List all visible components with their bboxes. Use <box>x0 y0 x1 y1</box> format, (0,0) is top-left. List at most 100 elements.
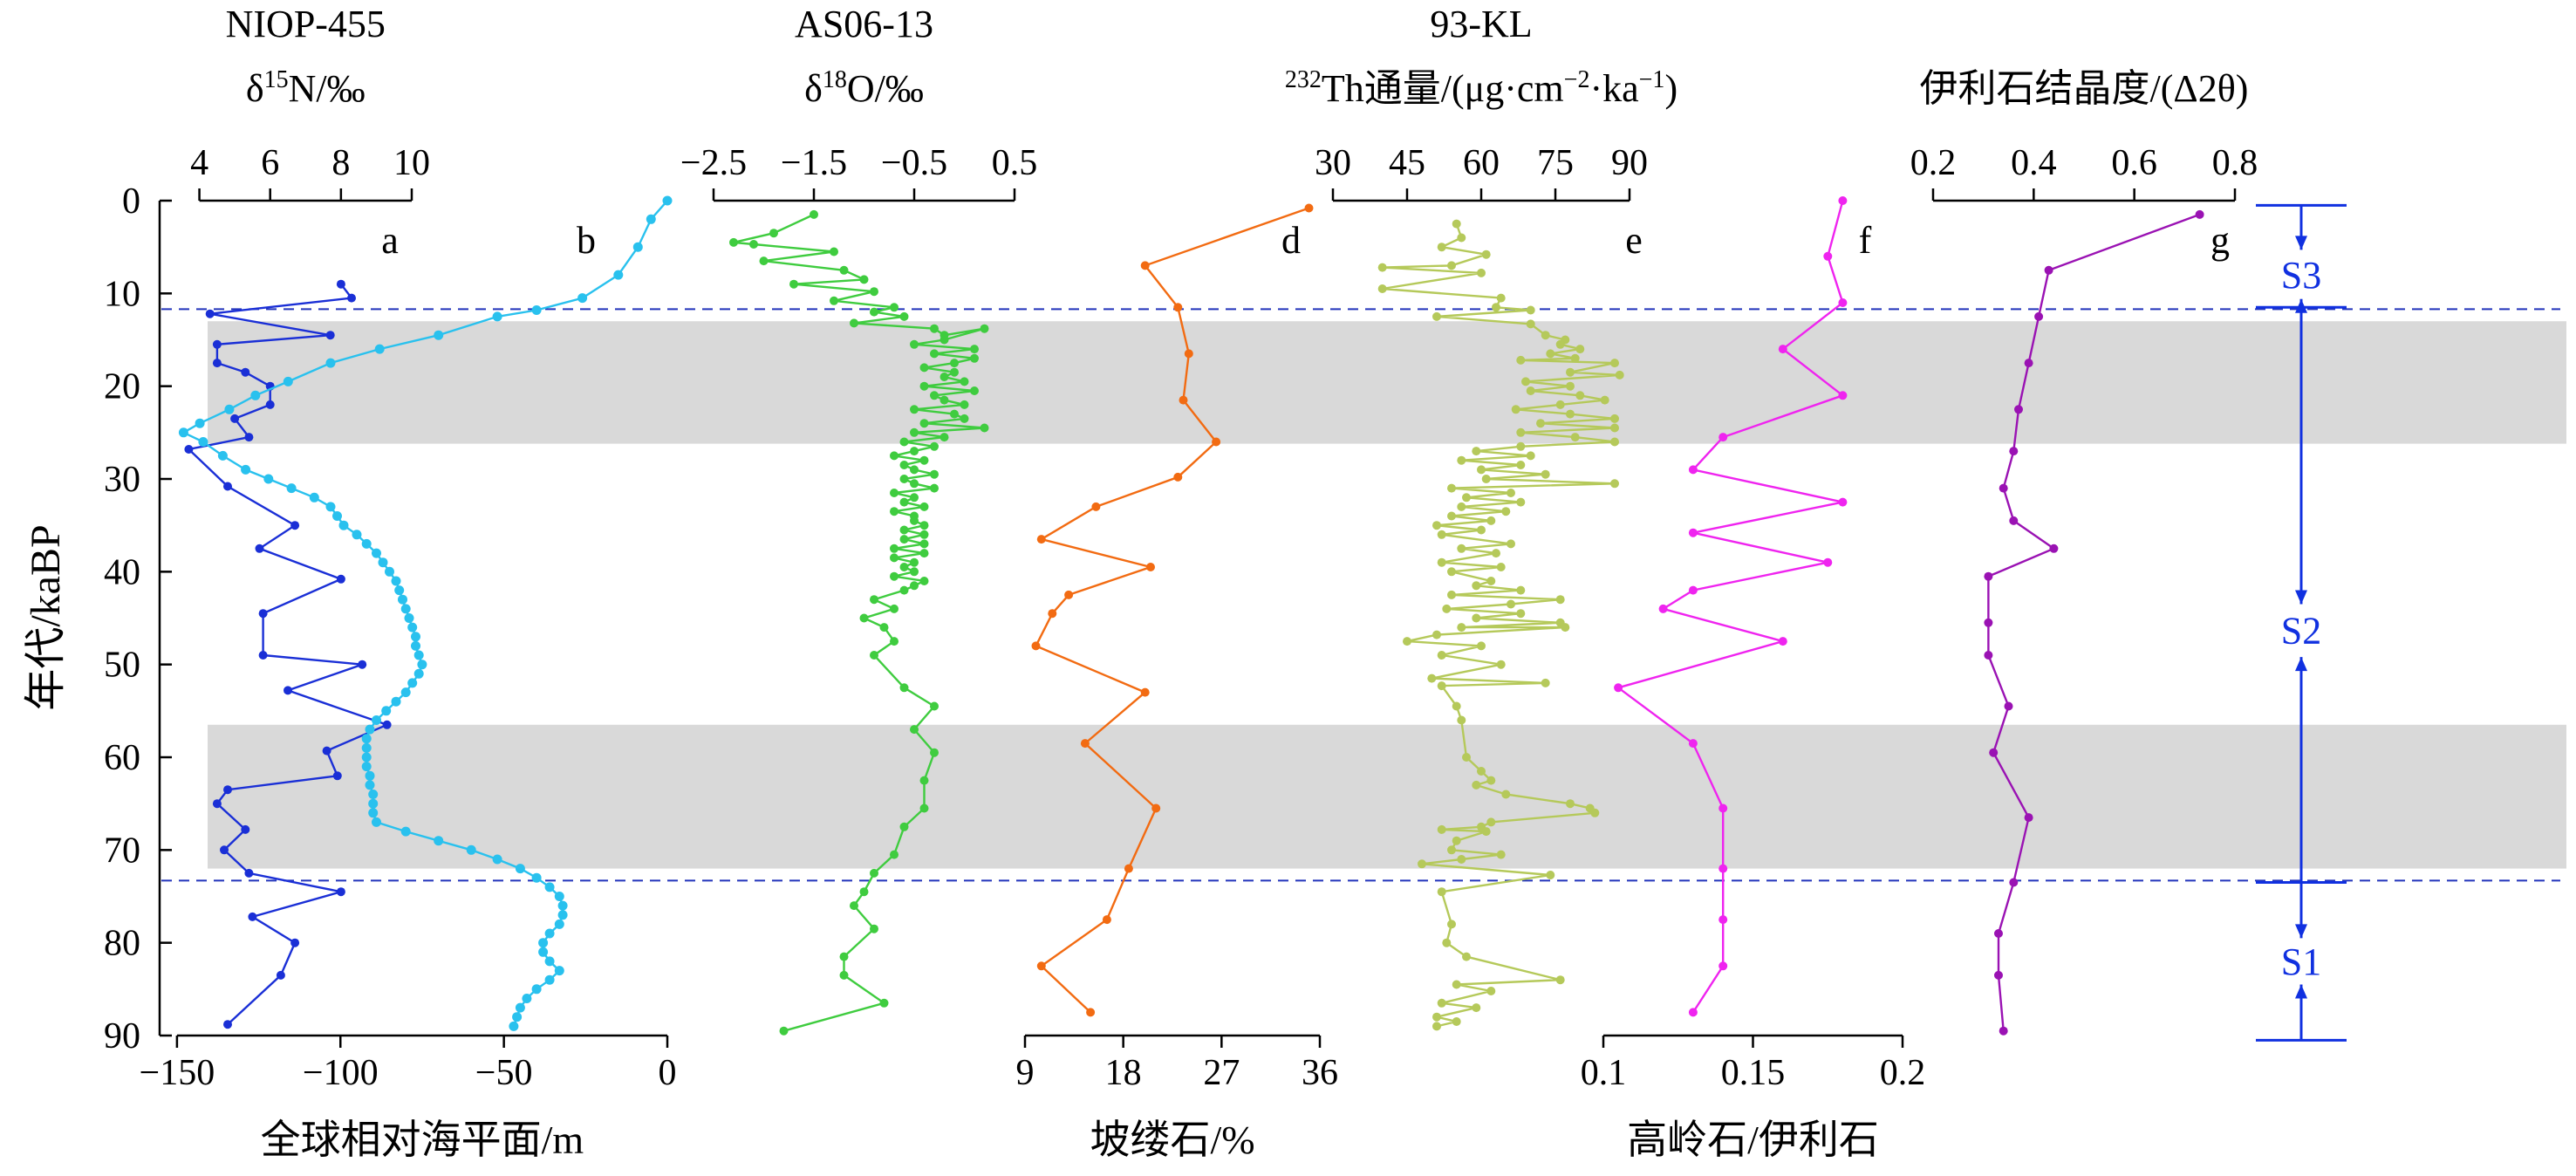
data-point-c <box>879 623 889 632</box>
data-point-c <box>910 447 919 456</box>
data-point-e <box>1462 493 1471 503</box>
data-point-e <box>1541 469 1550 479</box>
data-point-b <box>361 538 372 549</box>
data-point-e <box>1566 381 1575 391</box>
data-point-a <box>284 686 292 695</box>
x-tick-label-e: 75 <box>1537 143 1574 183</box>
data-point-c <box>919 549 929 558</box>
data-point-b <box>378 557 388 568</box>
data-point-f <box>1778 637 1787 646</box>
data-point-e <box>1481 250 1491 259</box>
data-point-b <box>577 293 588 304</box>
data-point-d <box>1031 641 1041 651</box>
data-point-f <box>1838 497 1848 507</box>
data-point-e <box>1403 637 1411 646</box>
data-point-c <box>890 303 899 312</box>
data-point-c <box>729 237 738 247</box>
data-point-g <box>2044 265 2053 275</box>
data-point-e <box>1507 539 1515 549</box>
data-point-a <box>223 1020 232 1029</box>
data-point-d <box>1086 1008 1096 1017</box>
data-point-e <box>1521 377 1530 386</box>
data-point-b <box>509 1021 519 1031</box>
data-point-b <box>338 520 349 530</box>
panel-b: −150 −100 −50 0 全球相对海平面/m b <box>140 195 677 1162</box>
data-point-c <box>919 419 929 428</box>
data-point-e <box>1492 303 1500 312</box>
data-point-c <box>919 455 929 465</box>
data-point-f <box>1718 961 1728 971</box>
data-point-c <box>910 405 919 414</box>
data-point-g <box>1989 748 1999 757</box>
x-tick-label-f: 0.2 <box>1880 1053 1926 1093</box>
data-point-g <box>2009 878 2019 887</box>
data-point-d <box>1179 395 1188 405</box>
data-point-e <box>1501 790 1511 799</box>
data-point-b <box>283 376 293 386</box>
data-point-a <box>205 309 215 318</box>
data-point-c <box>830 296 838 305</box>
data-point-b <box>538 938 549 948</box>
data-point-g <box>2195 209 2204 219</box>
data-point-b <box>411 640 420 651</box>
data-point-c <box>950 367 959 377</box>
data-point-b <box>400 826 411 837</box>
data-point-a <box>322 746 331 756</box>
data-point-a <box>212 339 222 349</box>
data-point-e <box>1507 489 1515 497</box>
data-point-b <box>372 715 381 725</box>
data-point-b <box>352 530 362 540</box>
data-point-e <box>1472 581 1481 591</box>
data-point-c <box>930 349 939 359</box>
data-point-b <box>309 492 319 503</box>
data-point-a <box>241 824 250 834</box>
data-point-c <box>870 924 878 933</box>
data-point-c <box>899 497 909 507</box>
data-point-c <box>910 516 919 525</box>
data-point-c <box>769 229 778 238</box>
panel-letter-d: d <box>1281 219 1301 262</box>
data-point-b <box>557 910 568 920</box>
data-point-e <box>1452 836 1461 845</box>
data-point-b <box>544 882 555 892</box>
x-axis-label-c: δ18O/‰ <box>804 66 924 110</box>
data-point-f <box>1718 864 1728 873</box>
data-point-b <box>325 358 336 368</box>
data-point-c <box>930 701 939 711</box>
x-tick-label-g: 0.8 <box>2212 143 2258 183</box>
data-point-b <box>374 344 385 354</box>
data-point-f <box>1718 433 1728 442</box>
data-point-b <box>400 604 411 614</box>
data-point-a <box>290 938 300 947</box>
data-point-e <box>1610 479 1619 489</box>
data-point-f <box>1778 345 1787 354</box>
data-point-c <box>970 345 979 354</box>
data-point-b <box>544 974 555 985</box>
site-label-e: 93-KL <box>1430 3 1532 45</box>
x-tick-label-b: 0 <box>659 1053 677 1093</box>
data-point-e <box>1437 243 1446 252</box>
data-point-e <box>1472 1003 1481 1013</box>
data-point-a <box>241 367 250 377</box>
data-point-c <box>930 469 939 479</box>
data-point-c <box>910 581 919 591</box>
data-point-c <box>779 1026 789 1036</box>
data-point-f <box>1658 604 1668 613</box>
data-point-a <box>336 279 345 289</box>
data-point-e <box>1566 367 1575 377</box>
data-point-e <box>1437 557 1446 567</box>
data-point-e <box>1496 293 1506 303</box>
x-tick-label-d: 36 <box>1302 1053 1338 1093</box>
y-tick-label: 70 <box>104 831 140 871</box>
x-tick-label-b: −50 <box>475 1053 533 1093</box>
panel-letter-e: e <box>1625 219 1643 262</box>
data-point-e <box>1486 776 1496 785</box>
data-point-f <box>1823 557 1833 567</box>
data-point-b <box>466 844 476 855</box>
data-point-a <box>347 293 356 303</box>
data-point-d <box>1102 915 1111 925</box>
data-point-e <box>1481 827 1491 837</box>
data-point-c <box>910 557 919 567</box>
data-point-b <box>515 1002 525 1013</box>
data-point-c <box>870 651 878 660</box>
